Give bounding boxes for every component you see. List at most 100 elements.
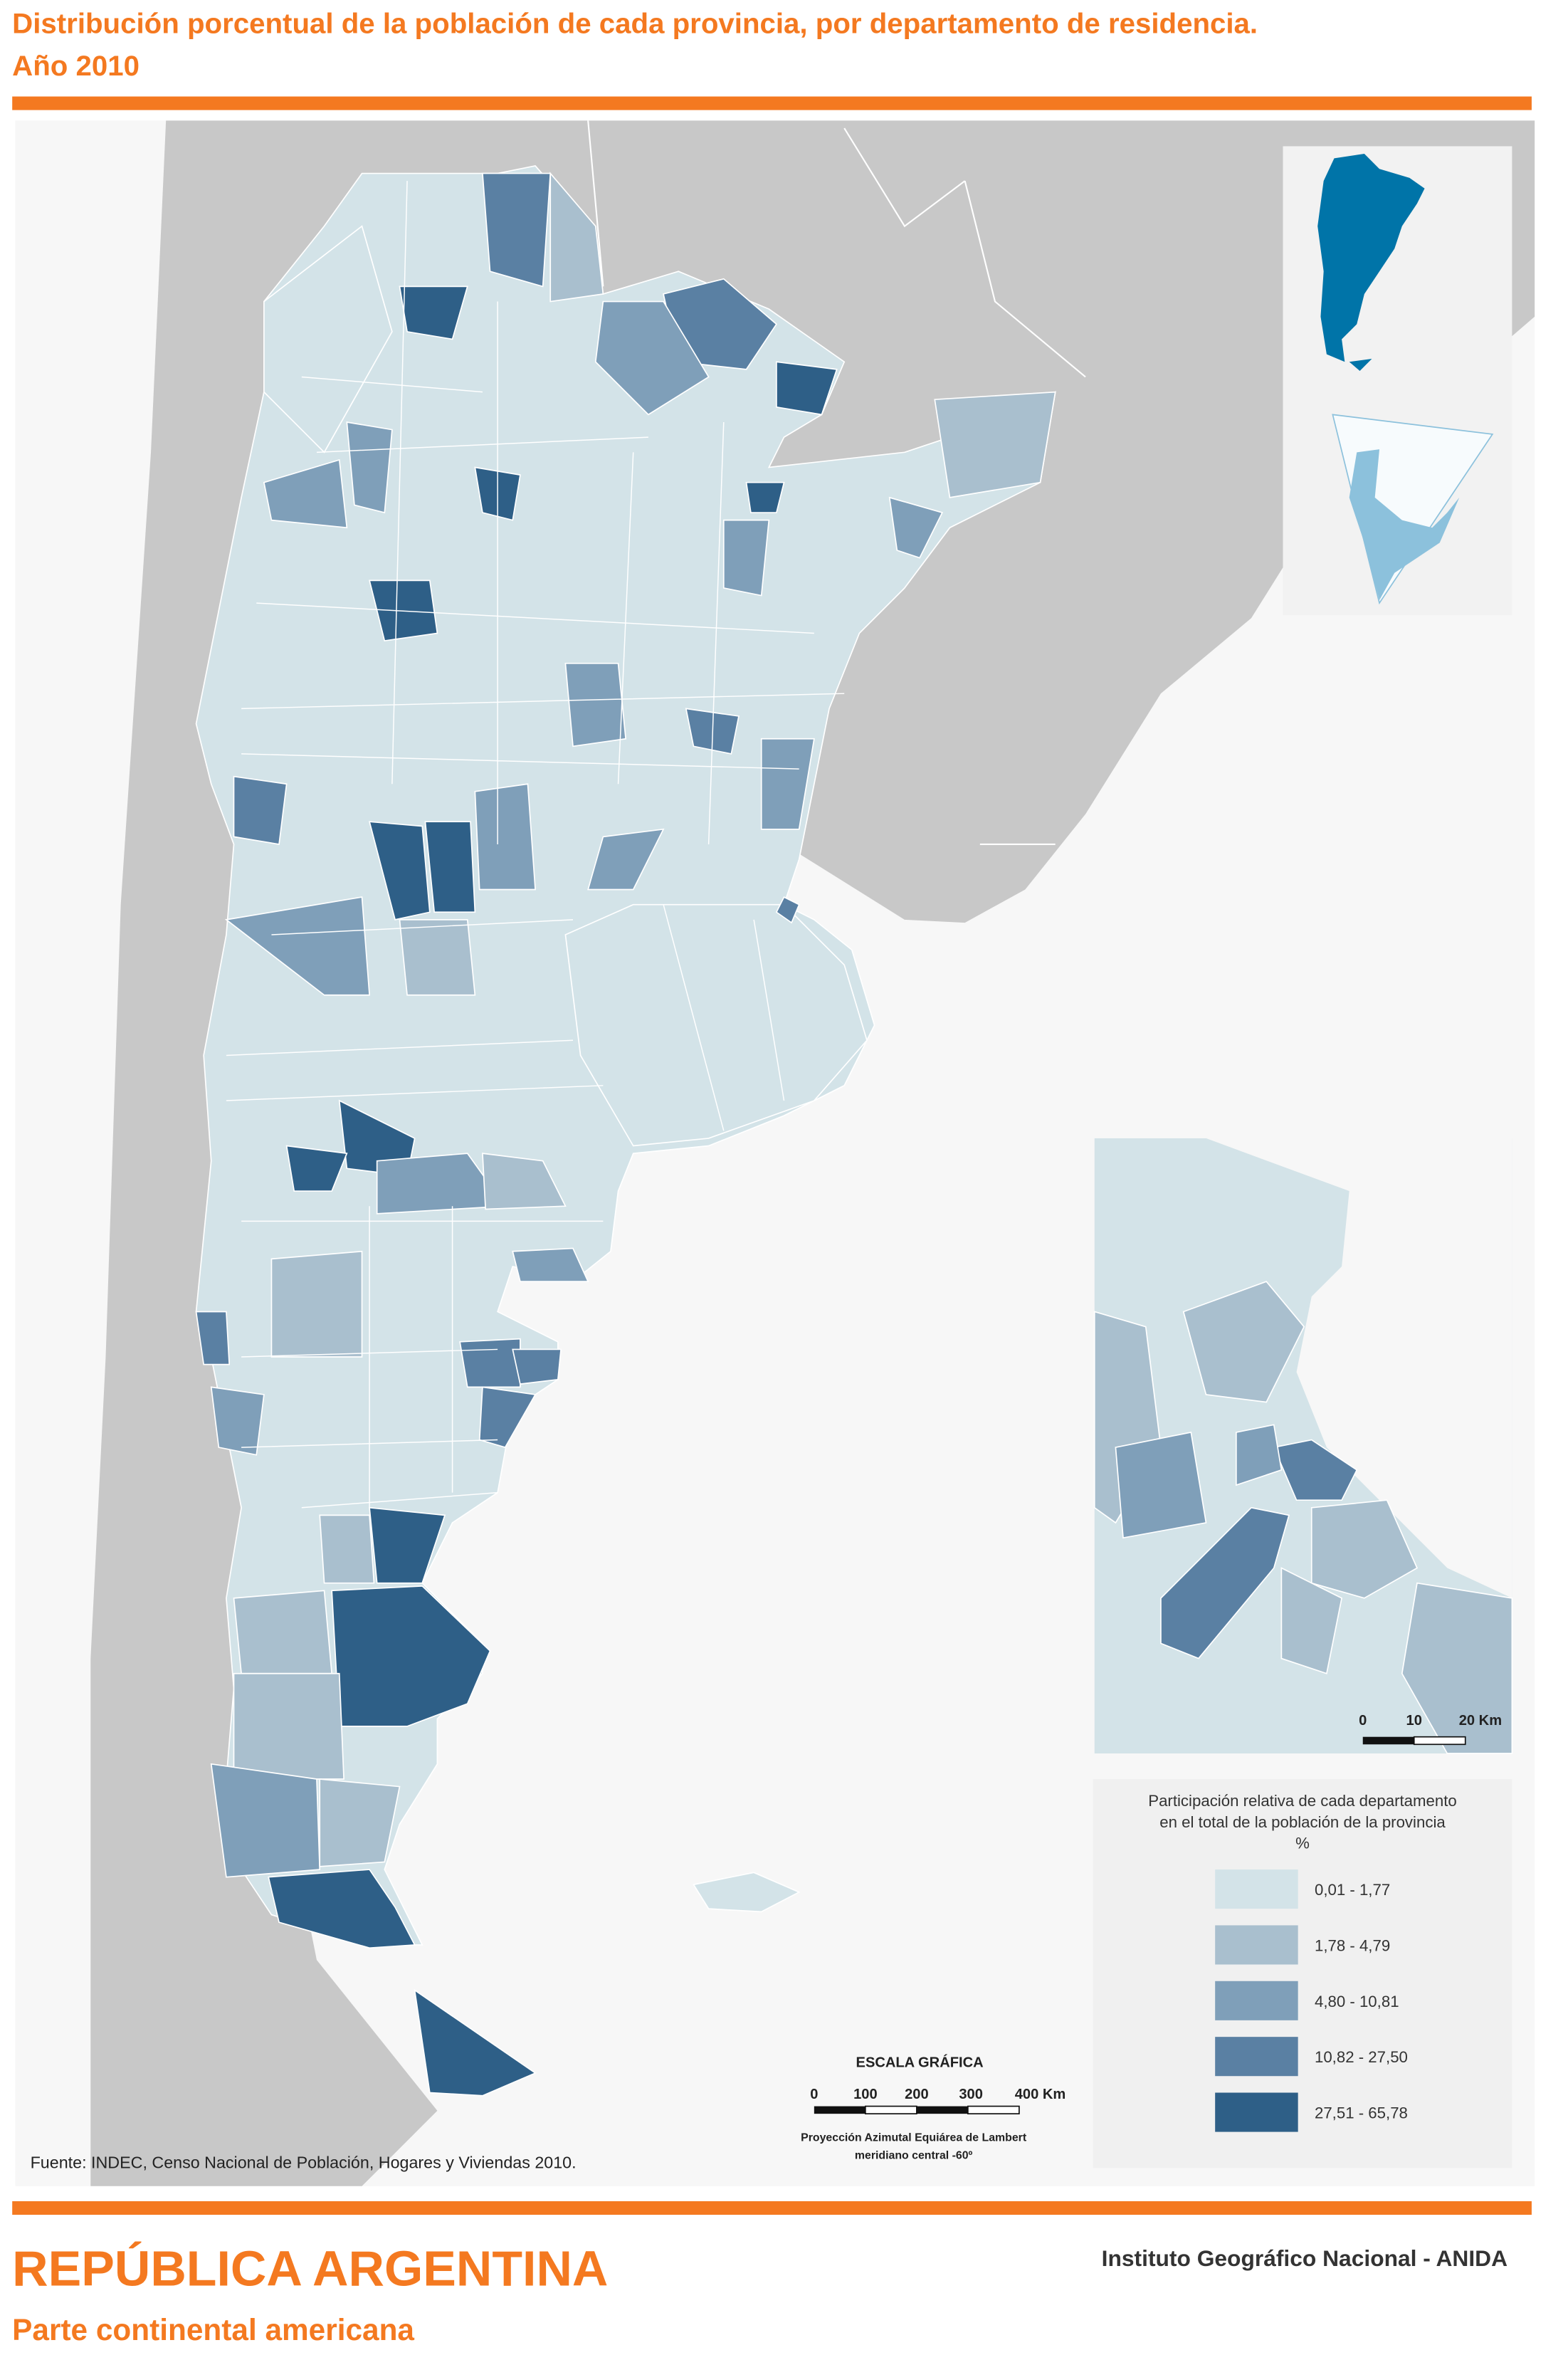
department	[233, 1672, 344, 1780]
locator-inset	[1283, 146, 1512, 616]
department	[564, 662, 627, 748]
department	[1235, 1424, 1283, 1486]
scale-tick-label: 200	[905, 2087, 929, 2102]
legend-swatch	[1215, 2037, 1298, 2077]
detail-inset	[1093, 1138, 1513, 1754]
department	[1273, 1439, 1358, 1501]
footer-rule	[12, 2201, 1532, 2215]
department	[1182, 1281, 1305, 1403]
legend-swatch	[1215, 1981, 1298, 2020]
scale-segment	[916, 2106, 968, 2114]
legend-swatch	[1215, 1869, 1298, 1909]
department	[346, 421, 393, 514]
department	[270, 1250, 363, 1358]
department	[512, 1348, 562, 1385]
department	[195, 1311, 231, 1365]
department	[210, 1763, 321, 1878]
department	[414, 1988, 537, 2097]
scale-tick-label: 10	[1406, 1713, 1422, 1729]
department	[399, 919, 476, 996]
legend-background	[1093, 1779, 1512, 2168]
department	[745, 481, 785, 513]
footer-title: REPÚBLICA ARGENTINA	[12, 2241, 608, 2297]
projection-note: meridiano central -60º	[855, 2150, 973, 2162]
department	[210, 1386, 265, 1456]
source-note: Fuente: INDEC, Censo Nacional de Poblaci…	[31, 2153, 577, 2171]
legend-swatch	[1215, 2092, 1298, 2132]
legend-title: Participación relativa de cada departame…	[1148, 1792, 1457, 1810]
department	[319, 1778, 401, 1867]
title-line: Año 2010	[12, 50, 140, 82]
footer-subtitle: Parte continental americana	[12, 2313, 414, 2346]
department	[233, 1590, 333, 1674]
inset-scale: 0 10 20 Km	[1359, 1713, 1502, 1746]
department	[478, 1386, 537, 1449]
institute: Instituto Geográfico Nacional - ANIDA	[1102, 2245, 1508, 2271]
department-borders	[226, 181, 845, 1509]
department	[564, 903, 868, 1147]
country-borders	[587, 120, 1086, 846]
islands	[693, 1872, 801, 1913]
departments	[195, 172, 1056, 1949]
department	[1115, 1431, 1207, 1539]
department	[1280, 1567, 1343, 1674]
header-rule	[12, 96, 1532, 110]
department	[319, 1514, 375, 1584]
department	[775, 896, 800, 924]
department	[268, 1869, 416, 1949]
legend-label: 10,82 - 27,50	[1315, 2048, 1408, 2066]
antarctica-locator	[1349, 449, 1460, 600]
scale-tick-label: 0	[810, 2087, 818, 2102]
department	[594, 300, 710, 416]
department	[474, 783, 536, 891]
legend: Participación relativa de cada departame…	[1093, 1779, 1512, 2168]
argentina-locator	[1317, 154, 1425, 362]
department	[399, 285, 468, 340]
department	[1401, 1582, 1513, 1754]
legend-label: 0,01 - 1,77	[1315, 1881, 1390, 1899]
scale-tick-label: 20 Km	[1459, 1713, 1502, 1729]
scale-tick-label: 400 Km	[1015, 2087, 1066, 2102]
department	[368, 821, 431, 921]
locator-island	[1349, 359, 1372, 371]
department	[934, 391, 1056, 498]
scale-segment	[814, 2106, 865, 2114]
scale-tick-label: 0	[1359, 1713, 1367, 1729]
department	[482, 172, 552, 288]
legend-title: %	[1295, 1834, 1310, 1852]
department	[224, 896, 371, 996]
scale-segment	[967, 2105, 1020, 2114]
legend-swatch	[1215, 1925, 1298, 1965]
title-line: Distribución porcentual de la población …	[12, 8, 1258, 40]
graphic-scale: ESCALA GRÁFICA 0 100 200 300 400 Km Proy…	[801, 2055, 1065, 2162]
department	[233, 775, 288, 845]
department	[263, 458, 348, 529]
department	[459, 1338, 521, 1388]
legend-label: 4,80 - 10,81	[1315, 1993, 1399, 2010]
department	[424, 821, 476, 913]
department	[1160, 1506, 1290, 1659]
department	[776, 361, 838, 416]
department	[760, 738, 815, 830]
department	[263, 225, 393, 453]
department	[1310, 1499, 1419, 1599]
department	[512, 1247, 589, 1282]
department	[369, 1506, 446, 1584]
legend-label: 1,78 - 4,79	[1315, 1936, 1390, 1954]
department	[549, 172, 604, 303]
projection-note: Proyección Azimutal Equiárea de Lambert	[801, 2131, 1027, 2144]
department	[722, 519, 770, 597]
scale-tick-label: 300	[959, 2087, 983, 2102]
scale-segment	[1362, 1736, 1414, 1745]
legend-title: en el total de la población de la provin…	[1159, 1813, 1446, 1831]
river-plate	[1206, 1138, 1512, 1598]
department	[888, 496, 944, 559]
department	[285, 1145, 348, 1192]
scale-tick-label: 100	[853, 2087, 878, 2102]
legend-label: 27,51 - 65,78	[1315, 2104, 1408, 2122]
scale-segment	[865, 2105, 917, 2114]
department	[482, 1153, 567, 1210]
scale-segment	[1413, 1736, 1466, 1746]
